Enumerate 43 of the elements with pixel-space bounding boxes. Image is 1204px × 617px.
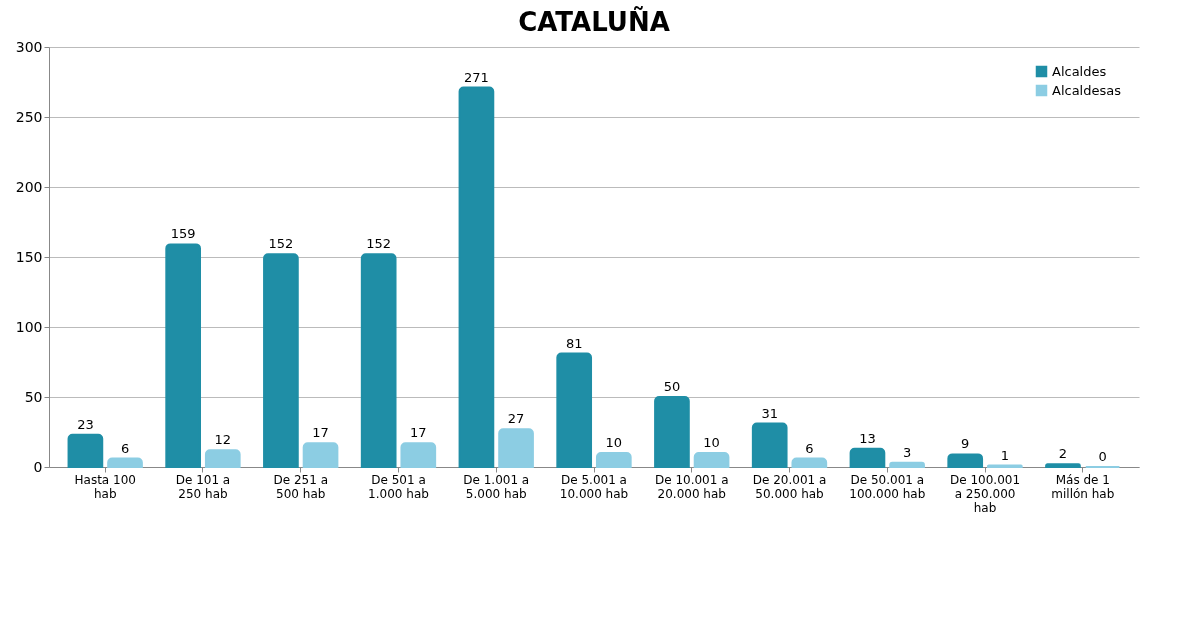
data-label: 159 [170,226,196,242]
y-tick-label: 50 [24,388,43,405]
data-label: 6 [805,440,814,456]
data-label: 81 [565,335,583,351]
legend-label: Alcaldesas [1052,82,1122,98]
x-tick-label: De 251 a 500 hab [273,472,328,501]
data-label: 10 [703,435,720,450]
x-tick-label: De 501 a 1.000 hab [368,472,429,501]
y-tick-label: 200 [15,178,43,195]
y-tick-label: 0 [33,458,43,475]
x-tick-label: De 50.001 a 100.000 hab [849,472,926,501]
y-tick-label: 250 [15,108,43,125]
data-label: 27 [507,411,525,427]
data-label: 2 [1058,446,1068,462]
legend-label: Alcaldes [1052,63,1107,79]
data-label: 31 [761,405,778,421]
data-label: 152 [268,236,294,252]
data-label: 10 [605,435,623,450]
data-label: 12 [214,432,232,448]
data-label: 271 [464,69,489,85]
y-tick-label: 300 [15,38,43,55]
data-label: 6 [120,440,130,456]
x-tick-label: De 5.001 a 10.000 hab [559,472,629,501]
x-tick-label: De 20.001 a 50.000 hab [752,472,827,501]
x-tick-label: Hasta 100 hab [74,472,136,501]
x-tick-label: De 1.001 a 5.000 hab [463,472,530,501]
chart-title: CATALUÑA [518,6,670,37]
data-label: 3 [902,444,912,460]
data-label: 13 [859,430,876,446]
x-tick-label: Más de 1 millón hab [1051,472,1115,501]
data-label: 0 [1098,449,1107,464]
data-label: 23 [77,416,94,432]
data-label: 17 [312,425,329,441]
x-tick-label: De 101 a 250 hab [175,472,231,501]
y-tick-label: 100 [15,318,43,335]
data-label: 50 [663,379,681,394]
data-label: 1 [1000,447,1009,463]
y-tick-label: 150 [15,248,43,265]
data-label: 9 [961,436,970,452]
x-tick-label: De 10.001 a 20.000 hab [654,472,729,501]
x-tick-label: De 100.001 a 250.000 hab [950,472,1021,515]
data-label: 152 [366,236,392,252]
data-label: 17 [410,425,427,441]
